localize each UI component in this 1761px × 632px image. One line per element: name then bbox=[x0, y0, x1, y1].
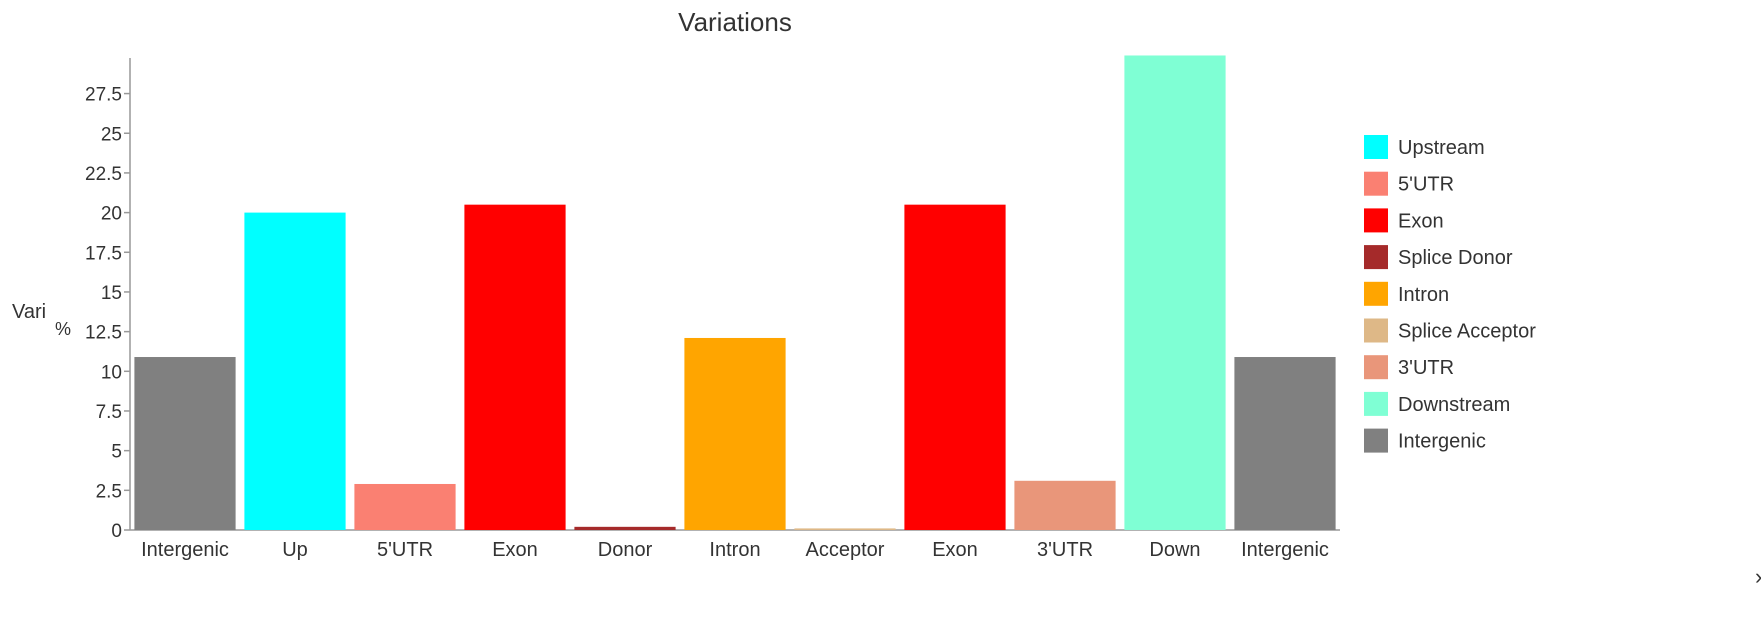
x-tick-label: Donor bbox=[598, 539, 653, 561]
y-tick-label: 2.5 bbox=[96, 481, 122, 502]
legend-swatch bbox=[1364, 208, 1388, 232]
legend-swatch bbox=[1364, 245, 1388, 269]
bar bbox=[1124, 55, 1225, 530]
y-axis-unit: % bbox=[55, 319, 71, 339]
y-tick-label: 15 bbox=[101, 283, 122, 304]
legend-label: 5'UTR bbox=[1398, 174, 1454, 196]
legend-label: Upstream bbox=[1398, 137, 1485, 159]
legend-label: Exon bbox=[1398, 210, 1444, 232]
bar bbox=[794, 528, 895, 530]
x-tick-label: Intergenic bbox=[1241, 539, 1329, 561]
legend-swatch bbox=[1364, 355, 1388, 379]
y-tick-label: 22.5 bbox=[85, 164, 122, 185]
x-tick-label: Up bbox=[282, 539, 308, 561]
legend-label: Splice Donor bbox=[1398, 247, 1513, 269]
y-tick-label: 10 bbox=[101, 362, 122, 383]
x-tick-label: 3'UTR bbox=[1037, 539, 1093, 561]
y-tick-label: 25 bbox=[101, 124, 122, 145]
legend-swatch bbox=[1364, 392, 1388, 416]
x-tick-label: 5'UTR bbox=[377, 539, 433, 561]
bar bbox=[1014, 481, 1115, 530]
y-tick-label: 7.5 bbox=[96, 402, 122, 423]
legend-swatch bbox=[1364, 135, 1388, 159]
bar bbox=[354, 484, 455, 530]
legend-swatch bbox=[1364, 319, 1388, 343]
legend-swatch bbox=[1364, 172, 1388, 196]
legend-label: Intron bbox=[1398, 284, 1449, 306]
legend-label: 3'UTR bbox=[1398, 357, 1454, 379]
bar bbox=[134, 357, 235, 530]
legend-label: Splice Acceptor bbox=[1398, 321, 1536, 343]
chart-title: Variations bbox=[678, 7, 792, 37]
y-tick-label: 17.5 bbox=[85, 243, 122, 264]
bar bbox=[1234, 357, 1335, 530]
x-tick-label: Intergenic bbox=[141, 539, 229, 561]
bar bbox=[574, 527, 675, 530]
x-tick-label: Acceptor bbox=[806, 539, 885, 561]
legend-swatch bbox=[1364, 429, 1388, 453]
bar bbox=[464, 205, 565, 530]
x-tick-label: Intron bbox=[709, 539, 760, 561]
bar bbox=[904, 205, 1005, 530]
truncated-glyph: › bbox=[1755, 564, 1761, 589]
legend-label: Intergenic bbox=[1398, 431, 1486, 453]
bar bbox=[244, 213, 345, 530]
y-tick-label: 5 bbox=[111, 442, 122, 463]
x-tick-label: Exon bbox=[492, 539, 538, 561]
y-tick-label: 20 bbox=[101, 204, 122, 225]
y-tick-label: 0 bbox=[111, 521, 122, 542]
plot-area: 0 2.5 5 7.5 10 12.5 15 17.5 20 22.5 25 27.5 Intergen… bbox=[85, 55, 1340, 561]
y-axis-label: Vari bbox=[12, 301, 46, 323]
y-tick-label: 12.5 bbox=[85, 323, 122, 344]
bar bbox=[684, 338, 785, 530]
legend-label: Downstream bbox=[1398, 394, 1510, 416]
legend-swatch bbox=[1364, 282, 1388, 306]
legend: Upstream 5'UTR Exon Splice Donor Intron Splic… bbox=[1364, 135, 1536, 453]
x-tick-label: Exon bbox=[932, 539, 978, 561]
y-tick-label: 27.5 bbox=[85, 85, 122, 106]
x-tick-label: Down bbox=[1149, 539, 1200, 561]
